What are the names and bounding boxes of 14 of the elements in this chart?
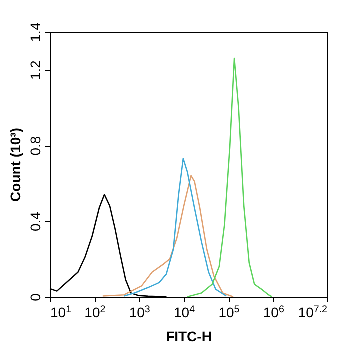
- x-tick-label: 10$^{4}$: [174, 304, 196, 320]
- x-tick-label: 10$^{1}$: [50, 304, 72, 320]
- x-axis-title: FITC-H: [166, 328, 212, 344]
- y-tick-label: 0.4: [28, 212, 44, 232]
- x-tick-label: 10$^{7.2}$: [298, 304, 328, 320]
- x-tick-label: 10$^{3}$: [129, 304, 151, 320]
- x-tick-label: 10$^{2}$: [84, 304, 106, 320]
- y-axis-title: Count (10³): [8, 128, 24, 202]
- y-tick-label: 0.8: [28, 136, 44, 156]
- y-tick-label: 0: [28, 293, 44, 302]
- y-tick-label: 1.4: [28, 22, 44, 42]
- y-tick-label: 1.2: [28, 60, 44, 80]
- x-tick-label: 10$^{5}$: [218, 304, 240, 320]
- x-tick-label: 10$^{6}$: [263, 304, 285, 320]
